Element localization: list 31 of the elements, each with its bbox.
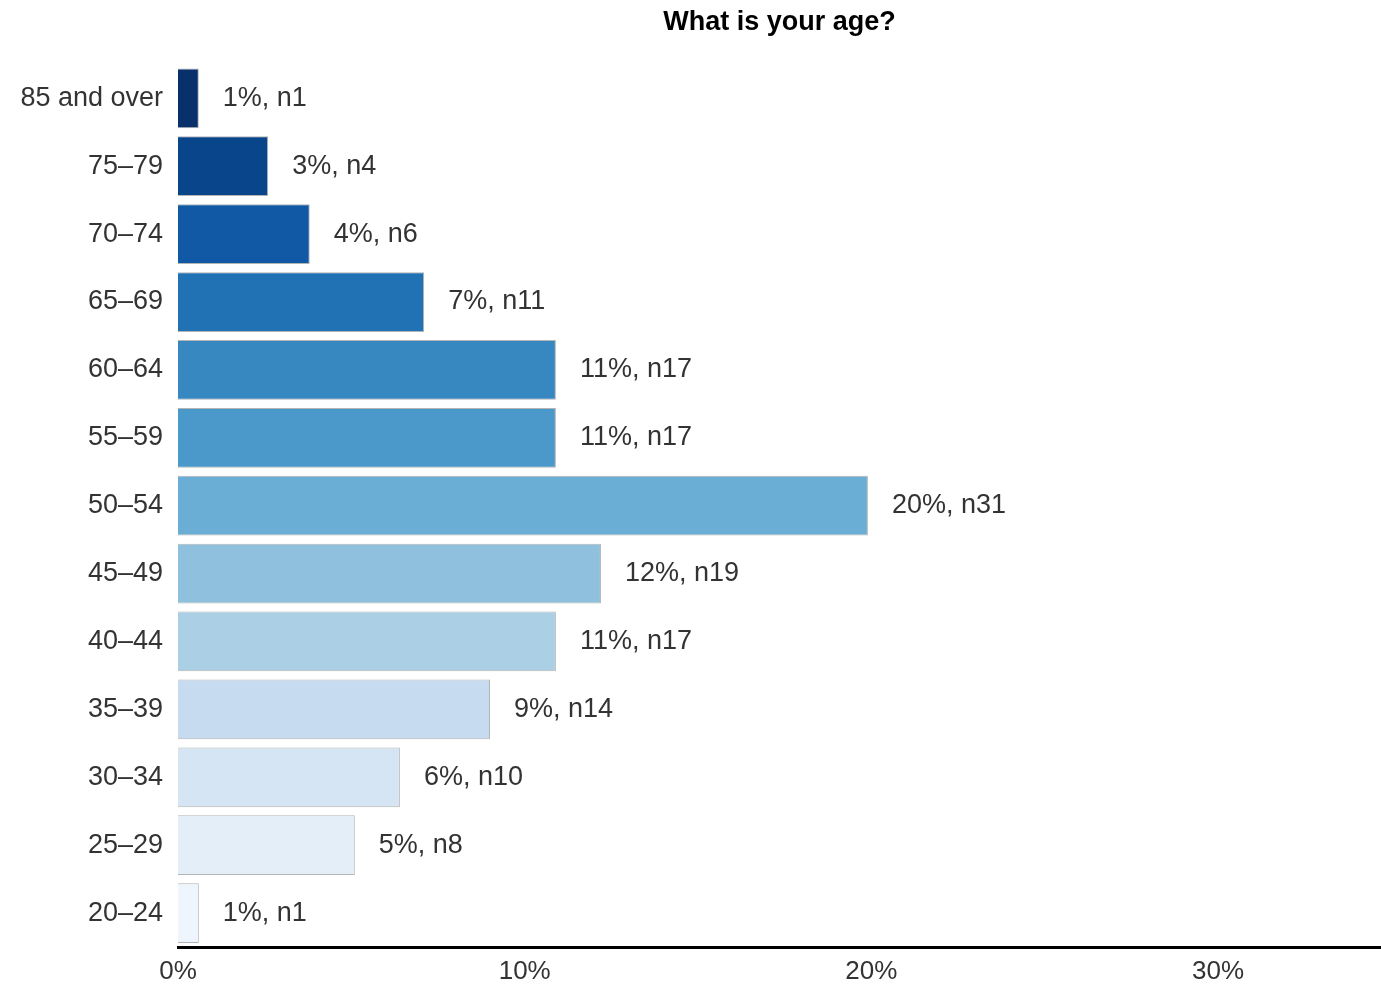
data-label: 5%, n8: [378, 828, 463, 859]
data-label: 4%, n6: [333, 217, 418, 248]
data-label: 11%, n17: [579, 421, 692, 452]
y-tick-label: 50–54: [87, 489, 163, 520]
x-tick-label: 10%: [498, 954, 551, 985]
data-label: 12%, n19: [624, 557, 740, 588]
y-tick-label: 70–74: [87, 217, 163, 248]
y-tick-label: 85 and over: [20, 81, 164, 112]
data-label: 11%, n17: [579, 353, 692, 384]
y-tick-label: 65–69: [87, 285, 163, 316]
y-tick-label: 25–29: [87, 828, 163, 859]
data-label: 6%, n10: [423, 760, 523, 791]
data-label: 20%, n31: [891, 489, 1006, 520]
data-label: 7%, n11: [448, 285, 546, 316]
data-label: 1%, n1: [222, 896, 307, 927]
y-tick-label: 30–34: [87, 760, 163, 791]
data-label: 9%, n14: [514, 692, 614, 723]
y-tick-label: 20–24: [87, 896, 163, 927]
y-tick-label: 45–49: [87, 557, 163, 588]
x-tick-label: 30%: [1192, 954, 1245, 985]
y-tick-label: 40–44: [87, 624, 163, 655]
x-tick-label: 20%: [845, 954, 898, 985]
y-tick-label: 55–59: [87, 421, 163, 452]
chart-title: What is your age?: [663, 5, 896, 36]
data-label: 3%, n4: [292, 149, 377, 180]
data-label: 11%, n17: [579, 624, 692, 655]
y-tick-label: 35–39: [87, 692, 163, 723]
y-tick-label: 60–64: [87, 353, 163, 384]
data-label: 1%, n1: [222, 81, 307, 112]
y-tick-label: 75–79: [87, 149, 163, 180]
x-tick-label: 0%: [159, 954, 197, 985]
